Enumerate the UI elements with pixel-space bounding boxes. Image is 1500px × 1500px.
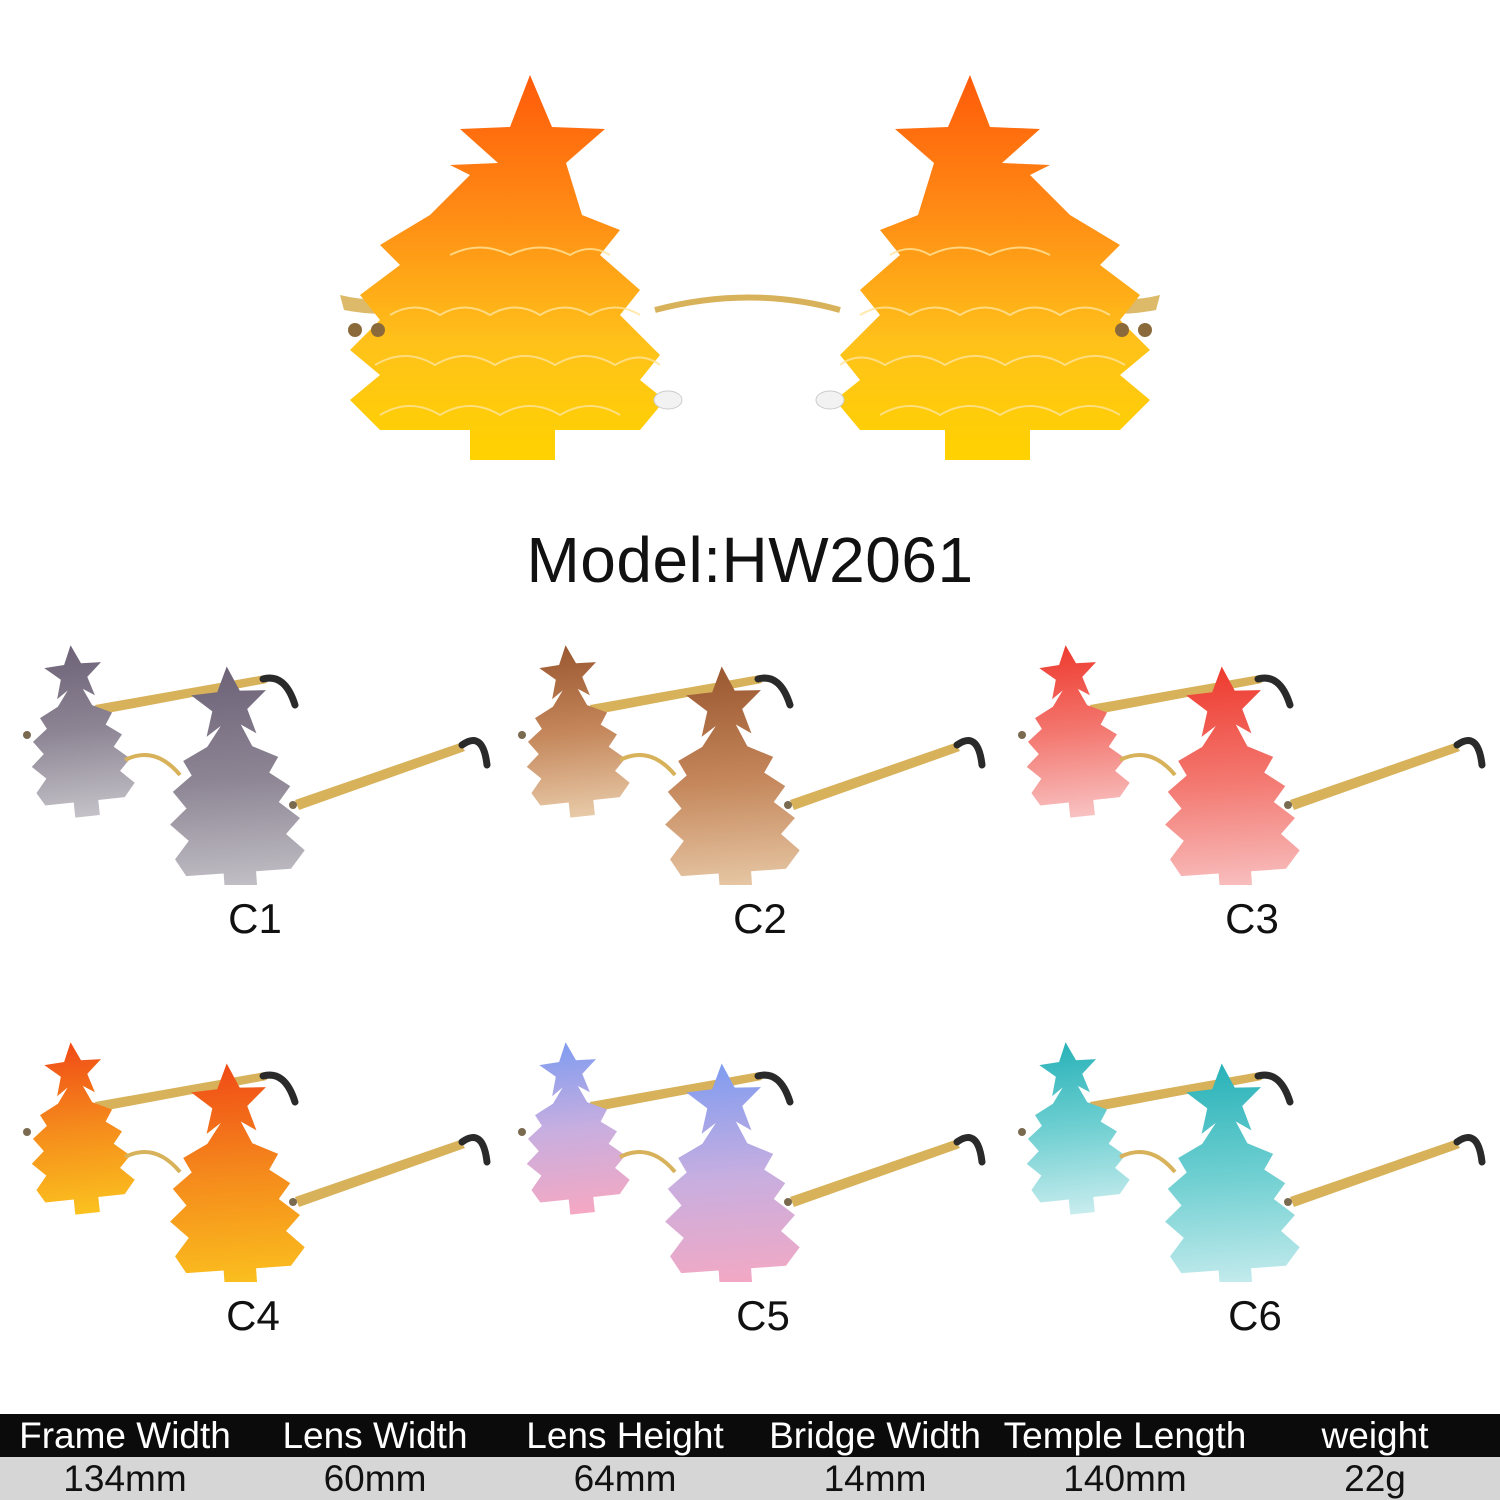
far-temple-tip [259, 674, 299, 709]
bridge [619, 1150, 677, 1174]
hinge-screw [784, 801, 792, 809]
near-lens-tree [170, 1063, 305, 1282]
variant-c6-image [1018, 1042, 1486, 1282]
near-temple-arm [295, 1140, 465, 1207]
far-lens-tree [31, 645, 135, 818]
hinge-screw [518, 731, 526, 739]
spec-value-lens-height: 64mm [573, 1457, 677, 1499]
far-lens-tree [1026, 645, 1130, 818]
spec-header-lens-width: Lens Width [282, 1414, 468, 1456]
variant-c2[interactable]: C2 [500, 625, 995, 1005]
hinge-screw [1018, 1128, 1026, 1136]
spec-value-frame-width: 134mm [63, 1457, 187, 1499]
far-temple-tip [754, 1071, 794, 1106]
spec-header-frame-width: Frame Width [19, 1414, 231, 1456]
far-temple-tip [754, 674, 794, 709]
hero-sunglasses-illustration [340, 75, 1160, 460]
spec-value-lens-width: 60mm [323, 1457, 427, 1499]
near-lens-tree [665, 666, 800, 885]
variant-c6[interactable]: C6 [1000, 1022, 1495, 1402]
variant-c1[interactable]: C1 [5, 625, 500, 1005]
far-lens-tree [526, 645, 630, 818]
bridge [654, 294, 841, 313]
near-temple-tip [458, 737, 491, 769]
near-lens-tree [1165, 1063, 1300, 1282]
far-temple-tip [1254, 1071, 1294, 1106]
variant-c6-label: C6 [1228, 1292, 1282, 1339]
spec-value-temple-length: 140mm [1063, 1457, 1187, 1499]
variant-c1-label: C1 [228, 895, 282, 942]
hero-product-image [320, 55, 1180, 485]
hinge-screw [1284, 801, 1292, 809]
bridge [1119, 1150, 1177, 1174]
spec-value-row: 134mm 60mm 64mm 14mm 140mm 22g [0, 1457, 1500, 1500]
variant-c5[interactable]: C5 [500, 1022, 995, 1402]
spec-header-lens-height: Lens Height [526, 1414, 724, 1456]
near-temple-tip [1453, 737, 1486, 769]
far-lens-tree [1026, 1042, 1130, 1215]
hinge-screw [518, 1128, 526, 1136]
near-temple-tip [458, 1134, 491, 1166]
near-temple-tip [953, 1134, 986, 1166]
left-lens-tree [348, 75, 665, 460]
hinge-screw [23, 731, 31, 739]
hinge-screw [23, 1128, 31, 1136]
near-temple-tip [953, 737, 986, 769]
hinge-screw [289, 801, 297, 809]
far-temple-tip [259, 1071, 299, 1106]
variant-c3-image [1018, 645, 1486, 885]
near-temple-arm [790, 743, 960, 810]
variant-c5-image [518, 1042, 986, 1282]
bridge [1119, 753, 1177, 777]
right-nose-pad [815, 390, 845, 410]
near-lens-tree [665, 1063, 800, 1282]
spec-header-weight: weight [1321, 1414, 1429, 1456]
variant-c3-label: C3 [1225, 895, 1279, 942]
bridge [124, 1150, 182, 1174]
near-lens-tree [170, 666, 305, 885]
variant-c4-image [23, 1042, 491, 1282]
variant-c3[interactable]: C3 [1000, 625, 1495, 1005]
spec-table: Frame Width Lens Width Lens Height Bridg… [0, 1414, 1500, 1500]
near-temple-tip [1453, 1134, 1486, 1166]
hinge-screw [1284, 1198, 1292, 1206]
near-temple-arm [1290, 743, 1460, 810]
variant-c5-label: C5 [736, 1292, 790, 1339]
model-title: Model:HW2061 [526, 524, 974, 596]
variant-c1-image [23, 645, 491, 885]
spec-header-bridge-width: Bridge Width [769, 1414, 981, 1456]
variant-c4[interactable]: C4 [5, 1022, 500, 1402]
bridge [124, 753, 182, 777]
hinge-screw [289, 1198, 297, 1206]
hinge-screw [784, 1198, 792, 1206]
far-lens-tree [526, 1042, 630, 1215]
far-lens-tree [31, 1042, 135, 1215]
spec-value-bridge-width: 14mm [823, 1457, 927, 1499]
near-temple-arm [790, 1140, 960, 1207]
far-temple-tip [1254, 674, 1294, 709]
left-nose-pad [653, 390, 683, 410]
variant-c2-image [518, 645, 986, 885]
variant-c4-label: C4 [226, 1292, 280, 1339]
bridge [619, 753, 677, 777]
spec-header-row: Frame Width Lens Width Lens Height Bridg… [0, 1414, 1500, 1457]
near-lens-tree [1165, 666, 1300, 885]
right-lens-tree [835, 75, 1152, 460]
spec-header-temple-length: Temple Length [1003, 1414, 1247, 1456]
near-temple-arm [295, 743, 465, 810]
spec-value-weight: 22g [1344, 1457, 1406, 1499]
variant-c2-label: C2 [733, 895, 787, 942]
hinge-screw [1018, 731, 1026, 739]
near-temple-arm [1290, 1140, 1460, 1207]
